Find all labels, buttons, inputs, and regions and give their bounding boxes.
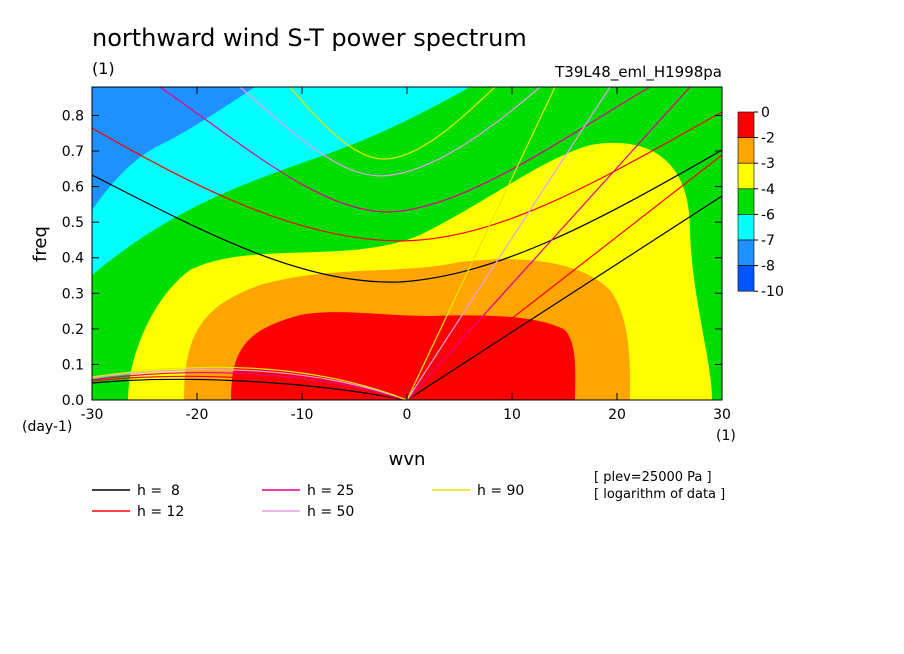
x-tick-label: 10 [503, 407, 521, 423]
colorbar-label: -2 [761, 131, 775, 147]
x-axis-unit: (1) [716, 428, 736, 444]
curve-h8-inertia-gravity [92, 149, 722, 283]
x-tick-label: 0 [403, 407, 412, 423]
run-label: T39L48_eml_H1998pa [554, 63, 722, 82]
x-axis-label: wvn [389, 449, 426, 470]
curve-h90-rossby [92, 366, 408, 400]
curve-h50-kelvin [406, 87, 611, 400]
dispersion-curves [92, 87, 722, 400]
legend-label: h = 50 [307, 504, 354, 520]
curve-h25-inertia-gravity [159, 87, 651, 213]
chart-title: northward wind S-T power spectrum [92, 24, 527, 52]
colorbar-swatch [737, 188, 755, 215]
curve-h8-rossby [92, 378, 408, 400]
colorbar-swatch [737, 239, 755, 266]
curve-h50-inertia-gravity [239, 87, 541, 177]
colorbar-swatch [737, 111, 755, 138]
y-tick-label: 0.0 [62, 393, 84, 409]
x-axis: -30 -20 -10 0 10 20 30 [81, 87, 731, 423]
x-tick-label: 30 [713, 407, 731, 423]
x-tick-label: -20 [186, 407, 209, 423]
colorbar: 0 -2 -3 -4 -6 -7 -8 -10 [737, 105, 784, 300]
y-tick-label: 0.2 [62, 322, 84, 338]
y-tick-label: 0.7 [62, 144, 84, 160]
curve-h8-kelvin [406, 195, 722, 400]
colorbar-label: 0 [761, 105, 770, 121]
annotation-log: [ logarithm of data ] [594, 487, 725, 502]
x-tick-label: 20 [608, 407, 626, 423]
curve-h50-rossby [92, 369, 408, 400]
colorbar-swatch [737, 137, 755, 164]
curve-h25-rossby [92, 372, 408, 400]
y-tick-label: 0.5 [62, 215, 84, 231]
colorbar-label: -8 [761, 259, 775, 275]
legend-label: h = 12 [137, 504, 184, 520]
curve-h25-kelvin [406, 87, 691, 400]
colorbar-label: -4 [761, 182, 775, 198]
title-unit: (1) [92, 59, 115, 78]
y-tick-label: 0.6 [62, 180, 84, 196]
curve-h90-kelvin [406, 87, 556, 400]
curve-legend: h = 8 h = 12 h = 25 h = 50 h = 90 [92, 483, 524, 520]
colorbar-swatch [737, 162, 755, 190]
y-tick-label: 0.8 [62, 108, 84, 124]
y-axis-unit: (day-1) [22, 419, 72, 435]
y-tick-label: 0.1 [62, 357, 84, 373]
y-tick-label: 0.3 [62, 286, 84, 302]
colorbar-label: -3 [761, 156, 775, 172]
legend-label: h = 8 [137, 483, 180, 499]
spectral-field [92, 87, 722, 400]
colorbar-label: -6 [761, 207, 775, 223]
field-level-7 [92, 87, 470, 275]
colorbar-swatch [737, 265, 755, 292]
colorbar-swatch [737, 214, 755, 241]
curve-h12-rossby [92, 375, 408, 400]
y-axis-label: freq [30, 226, 51, 262]
curve-h90-inertia-gravity [289, 87, 496, 160]
colorbar-label: -7 [761, 233, 775, 249]
legend-label: h = 25 [307, 483, 354, 499]
legend-label: h = 90 [477, 483, 524, 499]
y-axis: 0.0 0.1 0.2 0.3 0.4 0.5 0.6 0.7 0.8 [62, 108, 722, 409]
field-level-8 [92, 87, 255, 210]
colorbar-label: -10 [761, 284, 784, 300]
field-level-2 [231, 312, 576, 400]
x-tick-label: -30 [81, 407, 104, 423]
x-tick-label: -10 [291, 407, 314, 423]
curve-h12-kelvin [406, 154, 722, 400]
y-tick-label: 0.4 [62, 251, 84, 267]
annotation-plev: [ plev=25000 Pa ] [594, 470, 712, 485]
